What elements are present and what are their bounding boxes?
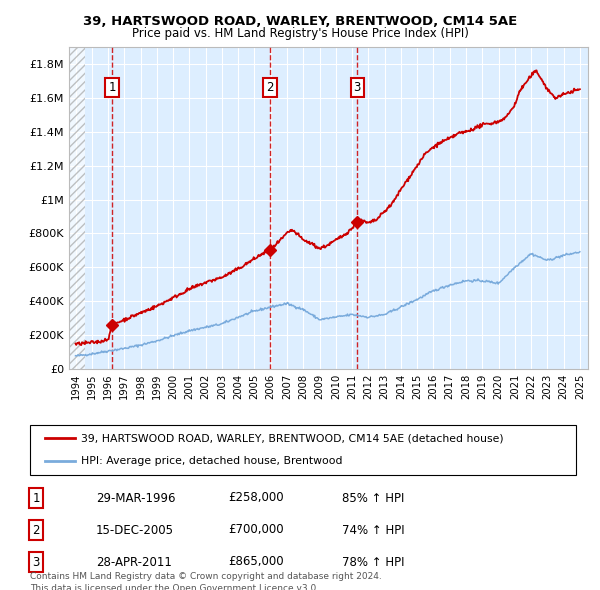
Text: 1: 1 <box>32 491 40 504</box>
Text: £258,000: £258,000 <box>228 491 284 504</box>
Text: 3: 3 <box>32 556 40 569</box>
Text: 28-APR-2011: 28-APR-2011 <box>96 556 172 569</box>
Text: HPI: Average price, detached house, Brentwood: HPI: Average price, detached house, Bren… <box>81 456 343 466</box>
Text: 74% ↑ HPI: 74% ↑ HPI <box>342 523 404 536</box>
Text: Contains HM Land Registry data © Crown copyright and database right 2024.: Contains HM Land Registry data © Crown c… <box>30 572 382 581</box>
Text: This data is licensed under the Open Government Licence v3.0.: This data is licensed under the Open Gov… <box>30 584 319 590</box>
Text: 78% ↑ HPI: 78% ↑ HPI <box>342 556 404 569</box>
Bar <box>69 47 85 369</box>
Text: 15-DEC-2005: 15-DEC-2005 <box>96 523 174 536</box>
Text: 2: 2 <box>32 523 40 536</box>
Text: £700,000: £700,000 <box>228 523 284 536</box>
Text: 29-MAR-1996: 29-MAR-1996 <box>96 491 176 504</box>
Text: 39, HARTSWOOD ROAD, WARLEY, BRENTWOOD, CM14 5AE: 39, HARTSWOOD ROAD, WARLEY, BRENTWOOD, C… <box>83 15 517 28</box>
Text: 39, HARTSWOOD ROAD, WARLEY, BRENTWOOD, CM14 5AE (detached house): 39, HARTSWOOD ROAD, WARLEY, BRENTWOOD, C… <box>81 433 503 443</box>
Text: 3: 3 <box>353 81 361 94</box>
Text: 1: 1 <box>109 81 116 94</box>
Text: £865,000: £865,000 <box>228 556 284 569</box>
Text: 2: 2 <box>266 81 274 94</box>
Text: 85% ↑ HPI: 85% ↑ HPI <box>342 491 404 504</box>
Text: Price paid vs. HM Land Registry's House Price Index (HPI): Price paid vs. HM Land Registry's House … <box>131 27 469 40</box>
